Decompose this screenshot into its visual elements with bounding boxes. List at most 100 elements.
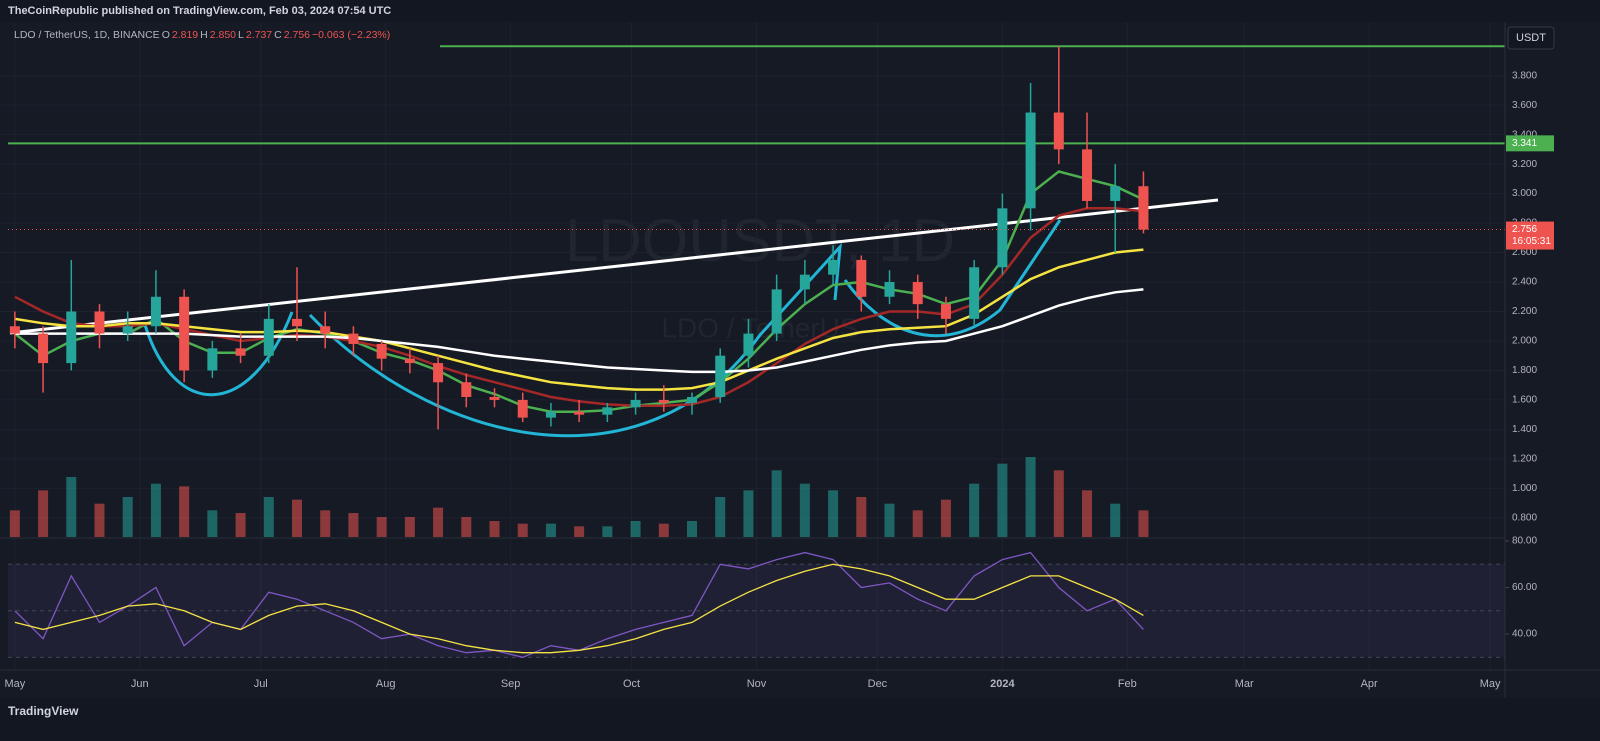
candle-body [771, 289, 782, 334]
volume-bar [94, 503, 105, 537]
y-tick-label: 2.200 [1512, 306, 1537, 317]
currency-label[interactable]: USDT [1516, 32, 1546, 44]
candle-body [912, 282, 923, 305]
volume-bar [630, 521, 641, 537]
candle-body [743, 333, 754, 356]
volume-bar [9, 510, 20, 537]
candle-body [658, 399, 669, 403]
candle-body [969, 267, 980, 319]
watermark-sub: LDO / TetherUS [661, 312, 858, 343]
x-tick-label: Apr [1361, 678, 1378, 690]
y-tick-label: 1.400 [1512, 424, 1537, 435]
candle-body [150, 296, 161, 327]
y-tick-label: 3.200 [1512, 159, 1537, 170]
x-tick-label: Feb [1118, 678, 1137, 690]
candle-body [179, 296, 190, 371]
volume-bar [150, 483, 161, 537]
candle-body [320, 326, 331, 334]
cup-curve [843, 219, 1062, 338]
volume-bar [433, 507, 444, 537]
x-tick-label: May [1480, 678, 1501, 690]
volume-bar [38, 490, 49, 537]
volume-bar [602, 526, 613, 537]
candle-body [1025, 112, 1036, 209]
candle-body [94, 311, 105, 334]
y-tick-label: 2.600 [1512, 247, 1537, 258]
candle-body [489, 396, 500, 400]
rsi-tick-label: 60.00 [1512, 582, 1537, 593]
candle-body [517, 399, 528, 418]
ohlc-key: L [238, 29, 244, 41]
volume-bar [207, 510, 218, 537]
volume-bar [320, 510, 331, 537]
candle-body [9, 326, 20, 334]
change: −0.063 (−2.23%) [312, 29, 391, 41]
footer-logo: TradingView [8, 704, 79, 718]
y-tick-label: 3.400 [1512, 129, 1537, 140]
candles [8, 46, 1505, 430]
cup-curve [308, 242, 842, 438]
last-price-box [1506, 221, 1554, 250]
candle-body [574, 411, 585, 415]
volume-bar [743, 490, 754, 537]
x-tick-label: Oct [623, 678, 640, 690]
volume-bar [545, 523, 556, 537]
level-label: 3.341 [1512, 138, 1537, 149]
axes: USDT 0.800 1.000 1.200 1.400 1.600 1.800 2.000… [0, 22, 1600, 698]
volume-bar [66, 477, 77, 537]
volume-bar [292, 499, 303, 537]
candle-body [1110, 186, 1121, 201]
level-label-box [1506, 135, 1554, 152]
rsi-panel [8, 540, 1509, 658]
last-price-label: 2.756 [1512, 224, 1537, 235]
candle-body [263, 318, 274, 356]
volume-bar [856, 497, 867, 537]
x-tick-label: Jun [131, 678, 149, 690]
y-tick-label: 1.600 [1512, 395, 1537, 406]
currency-button[interactable] [1507, 26, 1555, 50]
candle-body [461, 382, 472, 397]
volume-bar [912, 510, 923, 537]
volume-bar [715, 497, 726, 537]
candle-body [630, 399, 641, 408]
volume-bar [884, 503, 895, 537]
candle-body [376, 343, 387, 359]
candle-body [1082, 149, 1093, 201]
y-tick-label: 3.600 [1512, 100, 1537, 111]
candle-body [1053, 112, 1064, 150]
candle-body [1138, 186, 1149, 230]
volume-bar [461, 517, 472, 537]
candle-body [404, 358, 415, 364]
trend-line [9, 198, 1219, 335]
candle-body [38, 333, 49, 364]
candle-body [856, 259, 867, 297]
moving-average [14, 288, 1144, 374]
moving-average [14, 248, 1144, 391]
y-tick-label: 1.000 [1512, 483, 1537, 494]
candle-body [235, 348, 246, 356]
x-tick-label: 2024 [990, 678, 1015, 690]
y-tick-label: 2.000 [1512, 336, 1537, 347]
volume-bar [828, 490, 839, 537]
candle-body [602, 407, 613, 415]
volume-bar [404, 517, 415, 537]
symbol: LDO / TetherUS, 1D, BINANCE [14, 29, 160, 41]
candle-body [828, 259, 839, 275]
ohlc-value: 2.850 [209, 29, 237, 41]
volume-bar [940, 499, 951, 537]
volume-bar [235, 513, 246, 537]
volume-bar [1110, 503, 1121, 537]
ohlc-value: 2.756 [283, 29, 311, 41]
x-tick-label: Mar [1235, 678, 1254, 690]
volume-bar [799, 483, 810, 537]
x-tick-label: Aug [376, 678, 396, 690]
volume-bar [687, 521, 698, 537]
volume-bar [658, 523, 669, 537]
candle-body [348, 333, 359, 344]
y-tick-label: 1.800 [1512, 365, 1537, 376]
ohlc-key: C [274, 29, 282, 41]
watermark: LDOUSDT, 1D [565, 207, 955, 274]
volume-bar [771, 470, 782, 537]
